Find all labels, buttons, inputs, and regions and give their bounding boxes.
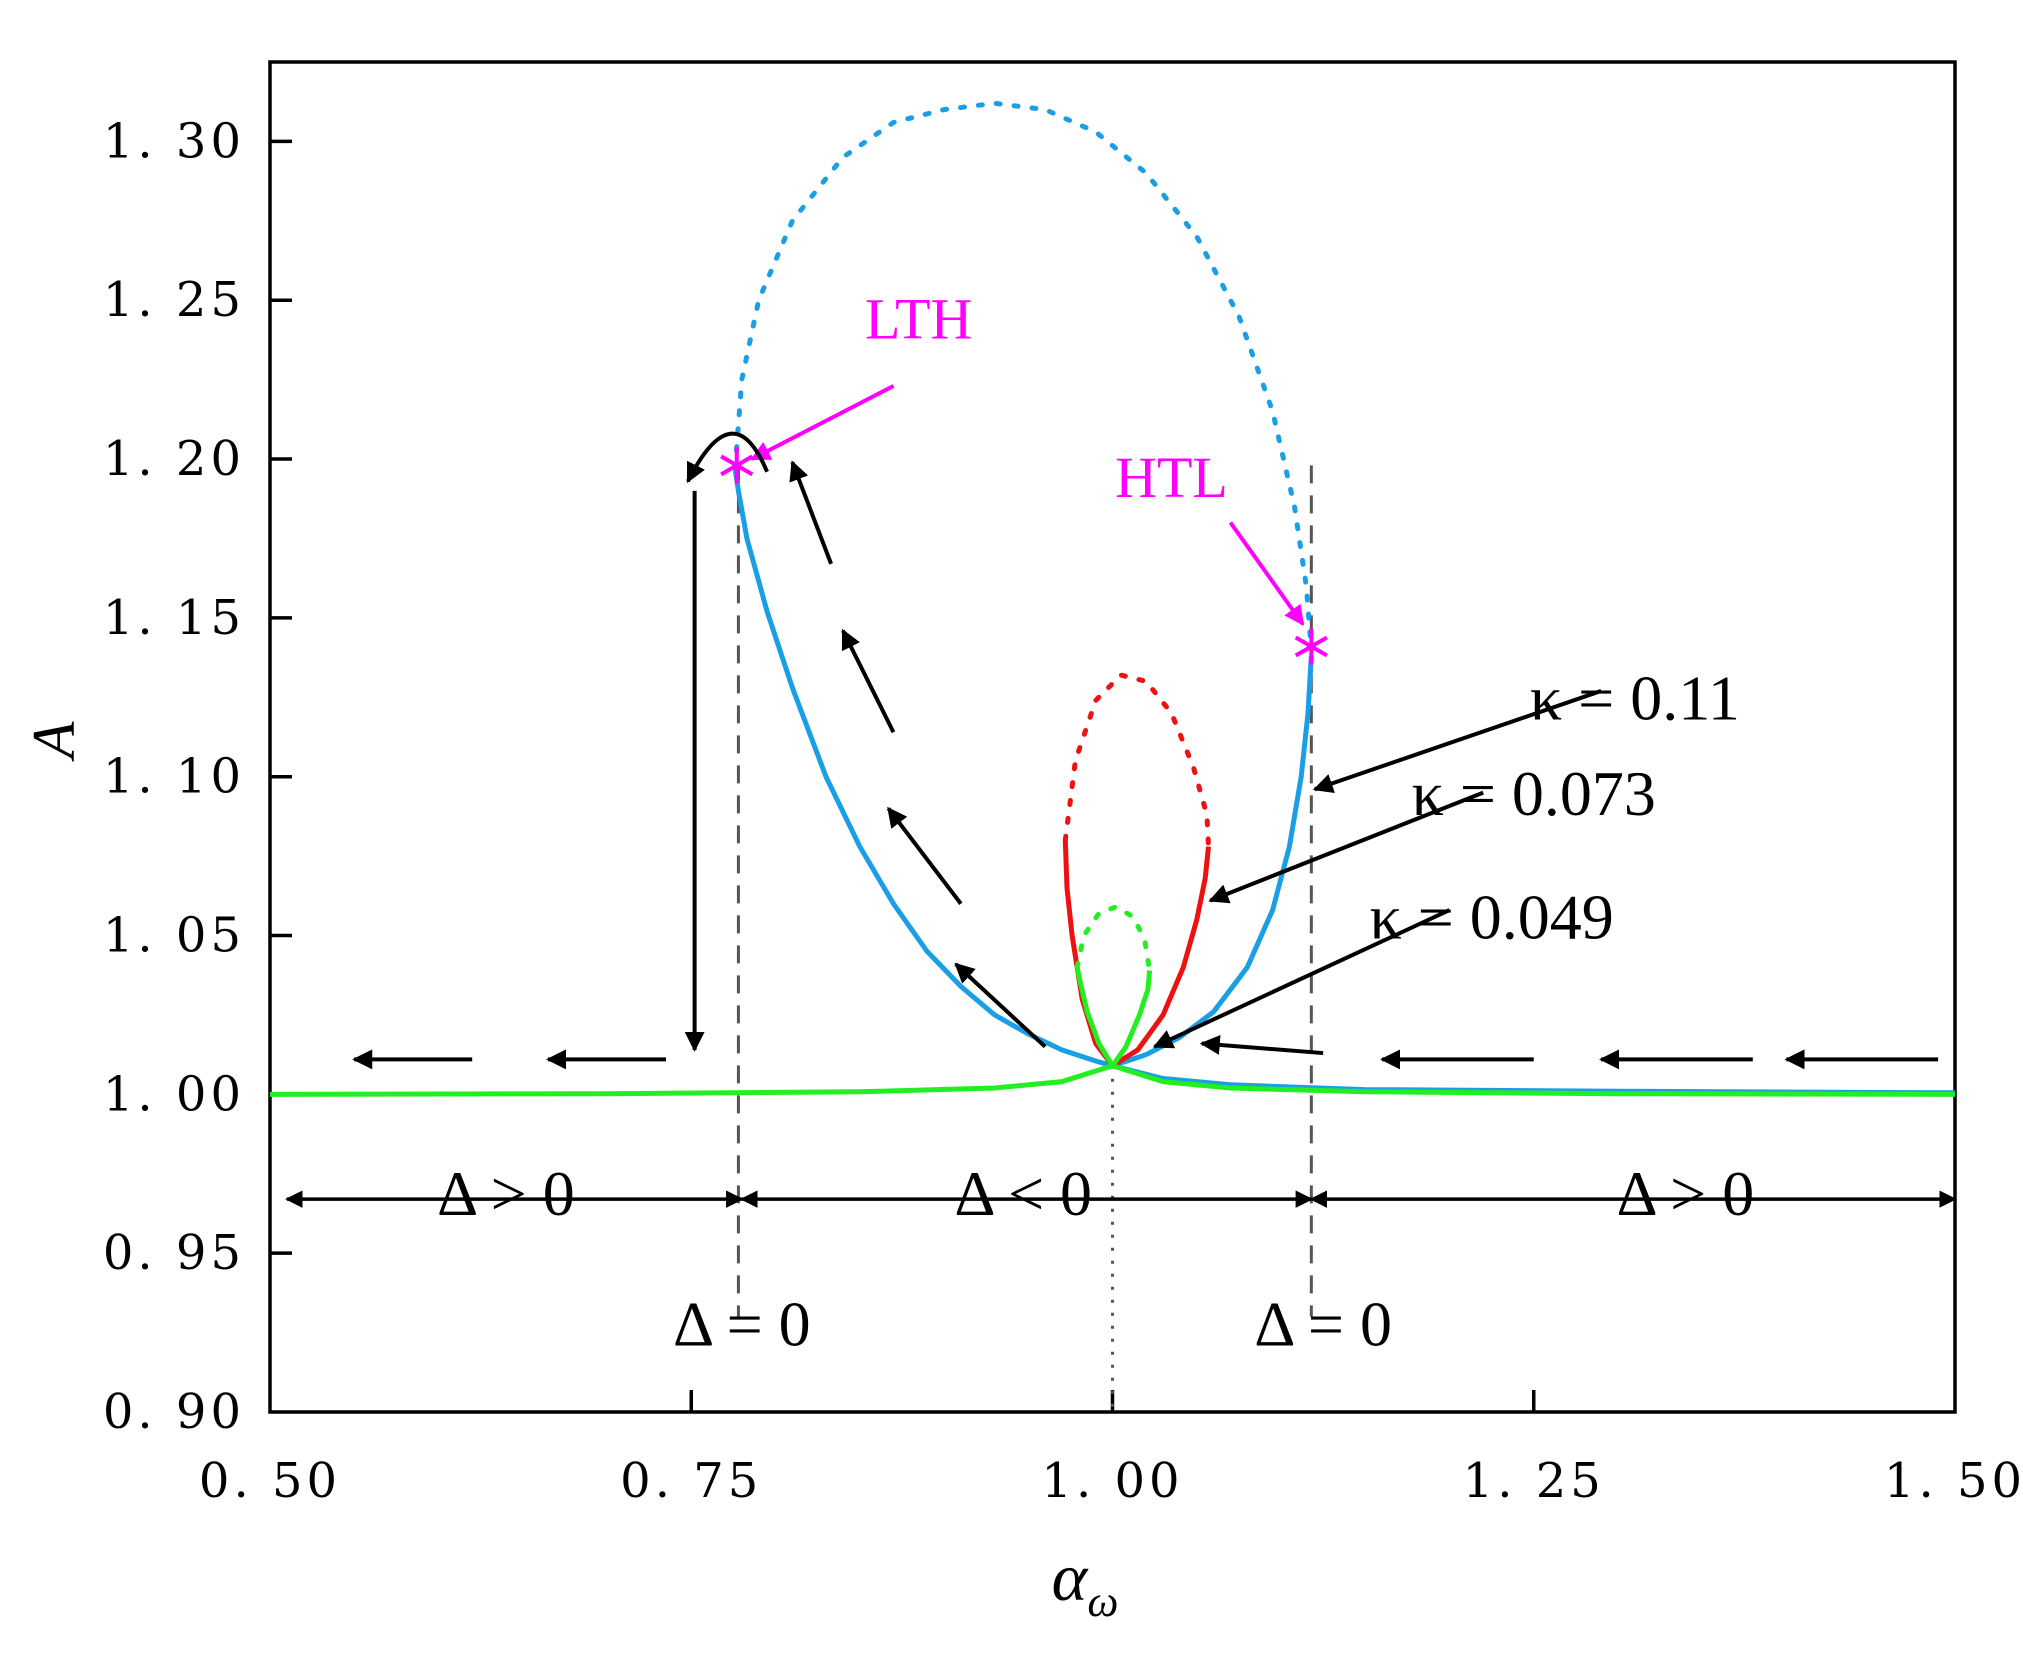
bifurcation-markers [720,384,1328,665]
jump-loop-arrow [686,431,769,484]
x-tick-label: 1. 50 [1884,1453,2023,1509]
y-tick-label: 1. 20 [103,431,245,487]
y-tick-label: 1. 25 [103,272,245,328]
sweep-arrow [886,806,963,905]
sweep-arrow [1199,1034,1324,1056]
x-tick-label: 1. 00 [1041,1453,1183,1509]
asterisk-stroke [1294,635,1328,658]
delta-region-label: Δ < 0 [954,1158,1092,1229]
kappa-label: κ = 0.049 [1369,882,1613,953]
curve-stable-left-kappa-0049 [1074,966,1115,1068]
delta-region-label: Δ > 0 [1617,1158,1755,1229]
y-tick-label: 0. 90 [103,1384,245,1440]
delta-zero-label: Δ = 0 [673,1288,811,1359]
y-tick-label: 1. 15 [103,590,245,646]
curve-unstable-kappa-0049 [1074,904,1153,973]
x-tick-label: 1. 25 [1463,1453,1605,1509]
htl-asterisk-marker [1294,628,1328,665]
htl-label: HTL [1115,445,1228,510]
curve-stable-left-kappa-011 [732,468,1114,1069]
y-tick-label: 1. 00 [103,1066,245,1122]
axis-ticks: 0. 50 0. 75 1. 00 1. 25 1. 50 0. 90 0. 95 1. 00… [103,113,2023,1509]
x-axis-label: αω [1052,1539,1119,1626]
kappa-label: κ = 0.073 [1412,758,1656,829]
delta-zero-label: Δ = 0 [1254,1288,1392,1359]
curve-unstable-kappa-011 [732,100,1314,653]
curve-stable-right-kappa-0049 [1110,970,1153,1068]
sweep-arrow [789,460,833,565]
kappa-pointer-arrow [1208,790,1484,904]
curve-stable-right-kappa-0073 [1111,846,1211,1068]
htl-pointer-arrow [1228,521,1305,626]
lth-asterisk-marker [720,447,754,484]
lth-pointer-arrow [750,384,895,461]
y-axis-label: A [21,721,87,762]
lth-label: LTH [865,286,972,351]
x-tick-label: 0. 75 [620,1453,762,1509]
x-axis-label-main: α [1052,1539,1089,1615]
curve-unstable-kappa-0073 [1062,672,1211,850]
response-curves [269,100,1956,1097]
kappa-pointer-arrow [1312,689,1602,794]
annotation-labels: LTH HTL κ = 0.11 κ = 0.073 κ = 0.049 Δ > 0 Δ <… [437,286,1754,1359]
kappa-pointer-arrow [1152,908,1451,1049]
asterisk-stroke [720,454,754,477]
y-tick-label: 1. 05 [103,908,245,964]
y-tick-label: 1. 10 [103,749,245,805]
x-axis-label-subscript: ω [1087,1577,1118,1626]
annotation-arrows [285,431,1957,1208]
kappa-label: κ = 0.11 [1530,663,1740,734]
sweep-arrow [841,628,896,734]
delta-region-label: Δ > 0 [437,1158,575,1229]
curve-stable-left-kappa-0073 [1062,840,1115,1068]
y-tick-label: 1. 30 [103,113,245,169]
guide-lines [736,465,1313,1412]
sweep-arrow [954,962,1047,1049]
y-tick-label: 0. 95 [103,1225,245,1281]
x-tick-label: 0. 50 [199,1453,341,1509]
